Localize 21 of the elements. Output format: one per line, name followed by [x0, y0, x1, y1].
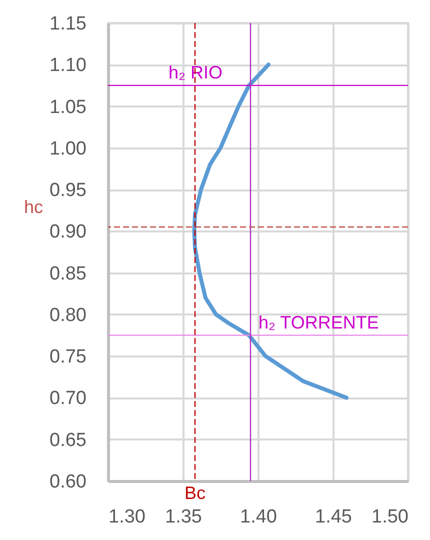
ref-line-label: h₂ RIO	[168, 62, 222, 82]
x-tick-label: 1.45	[315, 506, 352, 528]
y-tick-label: 0.70	[50, 388, 86, 410]
y-tick-label: 0.90	[50, 222, 86, 243]
y-tick-label: 0.80	[50, 304, 86, 326]
y-tick-label: 0.85	[50, 263, 86, 284]
y-tick-label: 1.10	[50, 55, 86, 76]
y-tick-label: 0.95	[50, 180, 86, 202]
y-tick-label: 1.15	[50, 14, 86, 34]
x-tick-label: 1.50	[372, 506, 408, 528]
ref-line-label: h₂ TORRENTE	[258, 312, 379, 332]
y-tick-label: 0.75	[50, 346, 86, 368]
x-tick-label: 1.30	[108, 506, 146, 528]
y-tick-label: 0.65	[50, 430, 86, 451]
ref-line-label: hc	[24, 197, 44, 218]
y-tick-label: 0.60	[50, 472, 86, 492]
ref-line-label: Bc	[184, 483, 206, 503]
x-tick-label: 1.35	[165, 506, 202, 528]
y-tick-label: 1.05	[50, 96, 86, 118]
x-tick-label: 1.40	[240, 506, 277, 528]
y-tick-label: 1.00	[50, 138, 86, 160]
